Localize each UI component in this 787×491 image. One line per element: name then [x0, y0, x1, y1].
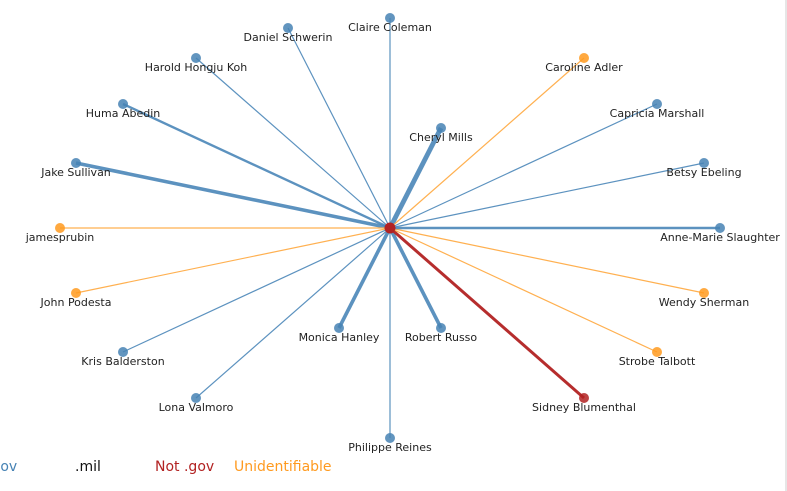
node-jake-sullivan[interactable] [71, 158, 81, 168]
node-label-kris-balderston: Kris Balderston [81, 355, 164, 368]
node-caroline-adler[interactable] [579, 53, 589, 63]
edge-robert-russo [388, 227, 443, 329]
edge-huma-abedin [122, 102, 391, 230]
node-betsy-ebeling[interactable] [699, 158, 709, 168]
node-label-robert-russo: Robert Russo [405, 331, 478, 344]
node-strobe-talbott[interactable] [652, 347, 662, 357]
node-label-sidney-blumenthal: Sidney Blumenthal [532, 401, 636, 414]
node-label-lona-valmoro: Lona Valmoro [159, 401, 234, 414]
node-jamesprubin[interactable] [55, 223, 65, 233]
node-huma-abedin[interactable] [118, 99, 128, 109]
node-label-jamesprubin: jamesprubin [25, 231, 95, 244]
node-center[interactable] [384, 222, 396, 234]
edge-caroline-adler [389, 57, 585, 229]
node-robert-russo[interactable] [436, 323, 446, 333]
node-label-caroline-adler: Caroline Adler [545, 61, 623, 74]
node-label-monica-hanley: Monica Hanley [299, 331, 380, 344]
edge-strobe-talbott [389, 227, 658, 353]
labels-group: Claire Coleman Daniel Schwerin Harold Hong… [25, 21, 781, 454]
legend-item-unidentifiable[interactable]: Unidentifiable [234, 459, 332, 475]
node-label-wendy-sherman: Wendy Sherman [659, 296, 749, 309]
nodes-group [55, 13, 725, 443]
edge-monica-hanley [337, 227, 392, 329]
node-label-claire-coleman: Claire Coleman [348, 21, 432, 34]
node-label-daniel-schwerin: Daniel Schwerin [244, 31, 333, 44]
edge-betsy-ebeling [389, 162, 705, 229]
edge-kris-balderston [122, 227, 391, 353]
edge-harold-hongju-koh [195, 57, 391, 229]
edges-group [60, 18, 720, 438]
edge-cheryl-mills [387, 126, 444, 230]
edge-wendy-sherman [389, 227, 705, 294]
node-cheryl-mills[interactable] [436, 123, 446, 133]
node-label-philippe-reines: Philippe Reines [348, 441, 432, 454]
node-label-jake-sullivan: Jake Sullivan [40, 166, 111, 179]
node-daniel-schwerin[interactable] [283, 23, 293, 33]
legend-item-not-gov[interactable]: Not .gov [155, 459, 215, 475]
edge-lona-valmoro [195, 227, 391, 399]
edge-sidney-blumenthal [389, 226, 585, 400]
node-harold-hongju-koh[interactable] [191, 53, 201, 63]
node-label-huma-abedin: Huma Abedin [86, 107, 161, 120]
node-label-harold-hongju-koh: Harold Hongju Koh [145, 61, 247, 74]
scrollbar[interactable] [785, 0, 787, 491]
node-label-strobe-talbott: Strobe Talbott [619, 355, 696, 368]
node-wendy-sherman[interactable] [699, 288, 709, 298]
node-label-anne-marie-slaughter: Anne-Marie Slaughter [660, 231, 780, 244]
edge-jake-sullivan [75, 161, 391, 230]
legend-item-mil[interactable]: .mil [75, 459, 101, 475]
node-sidney-blumenthal[interactable] [579, 393, 589, 403]
edge-capricia-marshall [389, 103, 658, 229]
node-label-betsy-ebeling: Betsy Ebeling [666, 166, 741, 179]
node-capricia-marshall[interactable] [652, 99, 662, 109]
legend-item-gov[interactable]: .gov [0, 459, 18, 475]
node-kris-balderston[interactable] [118, 347, 128, 357]
node-monica-hanley[interactable] [334, 323, 344, 333]
node-label-john-podesta: John Podesta [40, 296, 112, 309]
node-john-podesta[interactable] [71, 288, 81, 298]
edge-john-podesta [75, 227, 391, 294]
node-claire-coleman[interactable] [385, 13, 395, 23]
node-label-cheryl-mills: Cheryl Mills [409, 131, 473, 144]
node-philippe-reines[interactable] [385, 433, 395, 443]
node-label-capricia-marshall: Capricia Marshall [610, 107, 705, 120]
node-lona-valmoro[interactable] [191, 393, 201, 403]
edge-daniel-schwerin [287, 27, 391, 229]
node-anne-marie-slaughter[interactable] [715, 223, 725, 233]
